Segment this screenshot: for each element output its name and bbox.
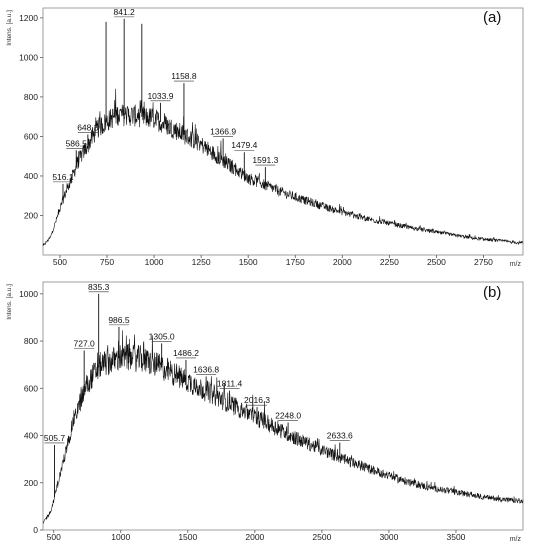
y-tick-label: 400: [24, 171, 38, 181]
x-axis-label: m/z: [510, 261, 522, 268]
peak-label: 1636.8: [193, 364, 219, 374]
peak-label: 2016.3: [244, 395, 270, 405]
y-tick-label: 800: [24, 92, 38, 102]
x-tick-label: 2750: [474, 257, 493, 267]
peak-label: 1158.8: [171, 71, 197, 81]
peak-label: 1479.4: [231, 140, 257, 150]
peak-label: 1486.2: [173, 348, 199, 358]
peak-label: 586.5: [66, 138, 88, 148]
peak-label: 835.3: [88, 282, 110, 292]
x-tick-label: 1000: [111, 532, 130, 542]
y-axis-label: Intens. [a.u.]: [6, 10, 13, 46]
y-axis-label: Intens. [a.u.]: [6, 284, 13, 320]
y-tick-label: 600: [24, 131, 38, 141]
x-tick-label: 2500: [427, 257, 446, 267]
x-tick-label: 1000: [145, 257, 164, 267]
x-tick-label: 2000: [333, 257, 352, 267]
plot-frame-1: [42, 281, 524, 531]
y-tick-label: 200: [24, 210, 38, 220]
x-tick-label: 2000: [245, 532, 264, 542]
peak-label: 516.1: [52, 172, 74, 182]
peak-label: 2633.6: [327, 431, 353, 441]
spectrum-trace-0: [42, 88, 524, 246]
panel-label: (b): [483, 284, 501, 301]
peak-label: 648.3: [77, 122, 99, 132]
peak-label: 986.5: [108, 315, 130, 325]
x-tick-label: 500: [47, 532, 61, 542]
x-tick-label: 500: [53, 257, 67, 267]
y-tick-label: 200: [24, 478, 38, 488]
y-tick-label: 1000: [19, 289, 38, 299]
peak-label: 1366.9: [210, 126, 236, 136]
y-tick-label: 0: [33, 525, 38, 535]
spectrum-trace-1: [42, 330, 524, 524]
peak-label: 1591.3: [252, 155, 278, 165]
x-tick-label: 2250: [380, 257, 399, 267]
x-tick-label: 1500: [239, 257, 258, 267]
x-tick-label: 2500: [312, 532, 331, 542]
peak-label: 1811.4: [217, 379, 243, 389]
plot-frame-0: [42, 7, 524, 256]
y-tick-label: 800: [24, 336, 38, 346]
peak-label: 727.0: [74, 338, 96, 348]
x-tick-label: 3500: [446, 532, 465, 542]
peak-label: 505.7: [44, 433, 66, 443]
y-tick-label: 1000: [19, 52, 38, 62]
peak-label: 2248.0: [275, 411, 301, 421]
peak-label: 841.2: [114, 7, 136, 17]
peak-label: 1033.9: [147, 91, 173, 101]
x-tick-label: 750: [100, 257, 114, 267]
x-axis-label: m/z: [510, 536, 522, 543]
panel-label: (a): [483, 9, 501, 26]
x-tick-label: 1250: [192, 257, 211, 267]
x-tick-label: 3000: [379, 532, 398, 542]
y-tick-label: 600: [24, 383, 38, 393]
y-tick-label: 1200: [19, 13, 38, 23]
peak-label: 1305.0: [149, 331, 175, 341]
x-tick-label: 1750: [286, 257, 305, 267]
x-tick-label: 1500: [178, 532, 197, 542]
y-tick-label: 400: [24, 431, 38, 441]
